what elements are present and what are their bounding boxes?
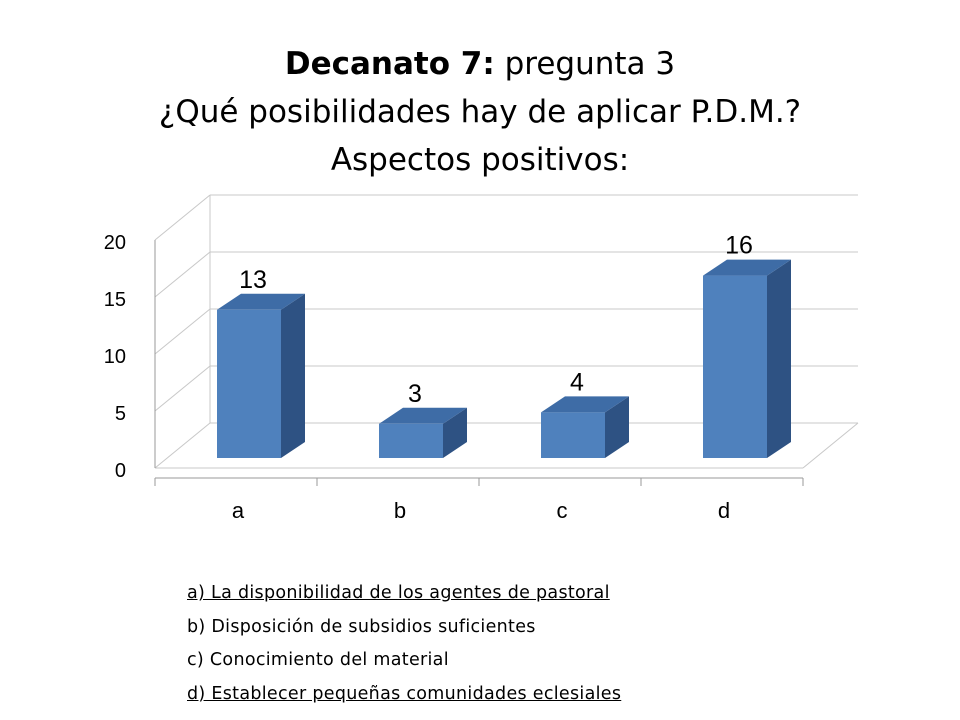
y-tick-label: 15 xyxy=(104,289,126,311)
gridline-side xyxy=(154,194,211,241)
bar-b-front xyxy=(379,423,443,458)
data-label-b: 3 xyxy=(408,380,422,408)
bar-a-top xyxy=(217,293,305,310)
y-tick-label: 10 xyxy=(104,346,126,368)
title-line-2: ¿Qué posibilidades hay de aplicar P.D.M.… xyxy=(158,94,802,130)
x-tick-label-b: b xyxy=(394,498,406,523)
title-line-1: Decanato 7: pregunta 3 xyxy=(0,40,960,88)
gridline-side xyxy=(154,365,211,412)
title-bold: Decanato 7: xyxy=(284,46,495,82)
bar-a-front xyxy=(217,309,281,458)
x-tick-label-c: c xyxy=(557,498,568,523)
legend-item-b: b) Disposición de subsidios suficientes xyxy=(187,616,536,637)
bar-c-side xyxy=(605,396,629,458)
bar-d-top xyxy=(703,259,791,276)
bar-chart: 0 5 10 15 20 13 a 3 b 4 c 16 d xyxy=(104,194,859,523)
bar-d-front xyxy=(703,275,767,458)
gridline-side xyxy=(154,422,211,469)
data-label-d: 16 xyxy=(725,232,753,260)
legend-item-d: d) Establecer pequeñas comunidades ecles… xyxy=(187,683,622,704)
data-label-a: 13 xyxy=(239,266,267,294)
title-line-3: Aspectos positivos: xyxy=(330,142,630,178)
y-tick-label: 20 xyxy=(104,232,126,254)
category-legend: a) La disponibilidad de los agentes de p… xyxy=(187,577,787,711)
data-label-c: 4 xyxy=(570,368,584,396)
bar-b-top xyxy=(379,407,467,424)
bar-c-top xyxy=(541,396,629,413)
legend-item-c: c) Conocimiento del material xyxy=(187,650,449,670)
y-tick-label: 0 xyxy=(115,460,126,482)
title-rest: pregunta 3 xyxy=(494,46,676,82)
slide-title: Decanato 7: pregunta 3 ¿Qué posibilidade… xyxy=(0,40,960,184)
bar-b-side xyxy=(443,407,467,458)
bar-c-front xyxy=(541,412,605,458)
x-tick-label-d: d xyxy=(718,498,730,523)
x-tick-label-a: a xyxy=(232,498,245,523)
bar-d-side xyxy=(767,259,791,458)
gridline-side xyxy=(154,251,211,298)
bar-a-side xyxy=(281,293,305,458)
y-tick-label: 5 xyxy=(115,403,126,425)
legend-item-a: a) La disponibilidad de los agentes de p… xyxy=(187,583,610,603)
gridline-side xyxy=(154,308,211,355)
floor-side-edge xyxy=(802,422,859,469)
